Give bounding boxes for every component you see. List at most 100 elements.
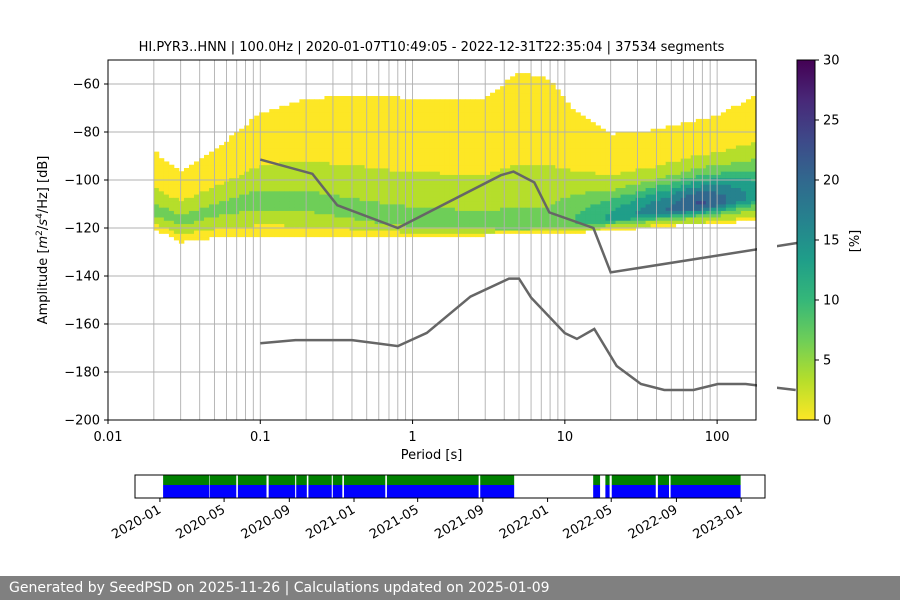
heatmap-cell — [329, 102, 335, 107]
heatmap-cell — [359, 223, 365, 228]
timeline-data-segment — [332, 475, 343, 485]
heatmap-cell — [444, 168, 451, 172]
heatmap-cell — [389, 164, 396, 169]
heatmap-cell — [510, 190, 516, 195]
heatmap-cell — [444, 197, 451, 202]
heatmap-cell — [705, 197, 712, 202]
heatmap-cell — [188, 217, 195, 221]
heatmap-cell — [745, 154, 752, 159]
heatmap-cell — [710, 184, 717, 189]
heatmap-cell — [480, 132, 486, 136]
heatmap-cell — [730, 115, 737, 120]
heatmap-cell — [454, 164, 461, 169]
heatmap-cell — [429, 109, 436, 113]
heatmap-cell — [264, 190, 270, 195]
heatmap-cell — [299, 184, 305, 189]
heatmap-cell — [515, 112, 521, 117]
heatmap-cell — [289, 230, 295, 234]
heatmap-cell — [304, 148, 310, 153]
heatmap-cell — [424, 125, 431, 130]
heatmap-cell — [384, 187, 391, 192]
heatmap-cell — [294, 109, 300, 113]
timeline-data-segment — [209, 475, 237, 485]
heatmap-cell — [495, 132, 501, 136]
heatmap-cell — [500, 223, 506, 228]
heatmap-cell — [188, 204, 195, 208]
heatmap-cell — [580, 217, 586, 221]
heatmap-cell — [364, 226, 371, 231]
heatmap-cell — [730, 187, 737, 192]
heatmap-cell — [515, 187, 521, 192]
heatmap-cell — [600, 213, 606, 218]
heatmap-cell — [364, 174, 371, 179]
heatmap-cell — [700, 207, 707, 211]
heatmap-cell — [474, 109, 481, 113]
heatmap-cell — [449, 151, 456, 156]
heatmap-cell — [550, 151, 556, 156]
heatmap-cell — [485, 168, 491, 172]
timeline-processed-segment — [268, 485, 296, 498]
heatmap-cell — [344, 102, 350, 107]
heatmap-cell — [695, 135, 702, 139]
heatmap-cell — [369, 145, 376, 149]
heatmap-cell — [630, 132, 636, 136]
heatmap-cell — [740, 184, 747, 189]
heatmap-cell — [575, 168, 581, 172]
heatmap-cell — [279, 184, 285, 189]
heatmap-cell — [640, 197, 647, 202]
heatmap-cell — [650, 217, 657, 221]
heatmap-cell — [750, 132, 757, 136]
heatmap-cell — [178, 184, 185, 189]
heatmap-cell — [369, 233, 376, 238]
heatmap-cell — [354, 213, 360, 218]
heatmap-cell — [279, 204, 285, 208]
heatmap-cell — [153, 190, 160, 195]
heatmap-cell — [429, 181, 436, 185]
heatmap-cell — [474, 217, 481, 221]
heatmap-cell — [595, 154, 601, 159]
heatmap-cell — [374, 135, 381, 139]
heatmap-cell — [685, 197, 692, 202]
heatmap-cell — [630, 197, 636, 202]
heatmap-cell — [474, 233, 481, 238]
heatmap-cell — [565, 148, 571, 153]
heatmap-cell — [540, 99, 546, 103]
heatmap-cell — [459, 145, 466, 149]
heatmap-cell — [505, 148, 511, 153]
colorbar-tick-label: 5 — [823, 354, 831, 369]
heatmap-cell — [750, 217, 757, 221]
heatmap-cell — [454, 102, 461, 107]
heatmap-cell — [188, 184, 195, 189]
heatmap-cell — [304, 207, 310, 211]
heatmap-cell — [244, 207, 250, 211]
heatmap-cell — [434, 105, 441, 110]
heatmap-cell — [485, 184, 491, 189]
heatmap-cell — [379, 171, 386, 175]
heatmap-cell — [379, 96, 386, 100]
heatmap-cell — [469, 145, 476, 149]
heatmap-cell — [269, 181, 275, 185]
heatmap-cell — [750, 122, 757, 126]
heatmap-cell — [324, 158, 330, 162]
heatmap-cell — [700, 174, 707, 179]
heatmap-cell — [495, 204, 501, 208]
heatmap-cell — [695, 164, 702, 169]
heatmap-cell — [695, 217, 702, 221]
heatmap-cell — [560, 102, 566, 107]
heatmap-cell — [585, 164, 591, 169]
heatmap-cell — [439, 207, 446, 211]
heatmap-cell — [535, 148, 541, 153]
heatmap-cell — [204, 223, 210, 228]
heatmap-cell — [188, 236, 195, 241]
heatmap-cell — [289, 210, 295, 215]
heatmap-cell — [344, 145, 350, 149]
heatmap-cell — [389, 118, 396, 123]
heatmap-cell — [309, 109, 315, 113]
heatmap-cell — [480, 148, 486, 153]
heatmap-cell — [490, 92, 496, 97]
heatmap-cell — [254, 168, 260, 172]
heatmap-cell — [199, 223, 205, 228]
heatmap-cell — [354, 128, 360, 133]
heatmap-cell — [404, 99, 411, 103]
heatmap-cell — [570, 154, 576, 159]
